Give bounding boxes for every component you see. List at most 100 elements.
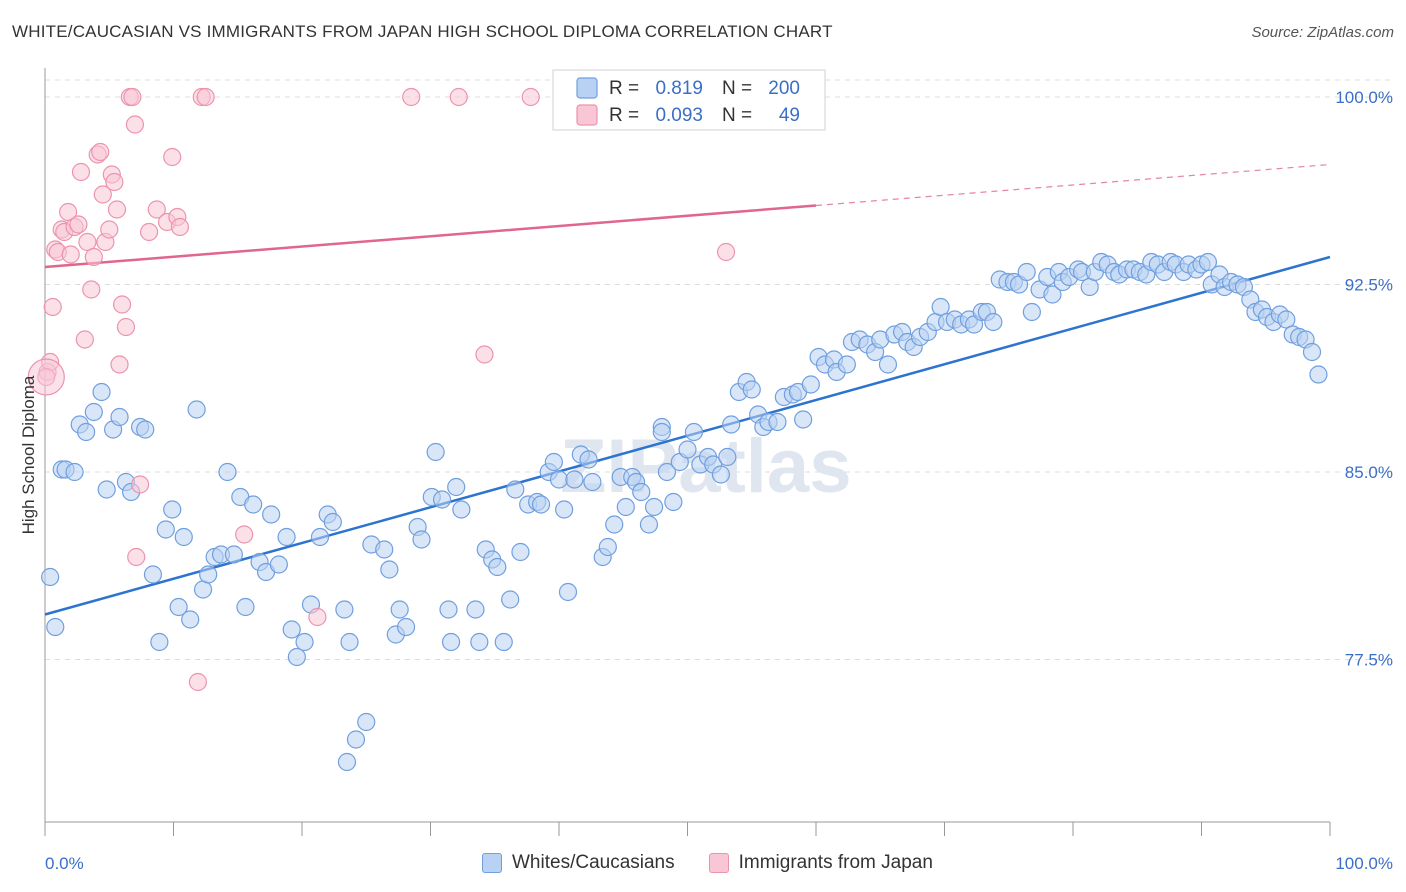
- point-whites: [390, 600, 409, 619]
- stats-r-value: 0.093: [655, 105, 703, 126]
- point-japan: [521, 87, 540, 107]
- point-whites: [262, 505, 281, 524]
- point-whites: [768, 412, 787, 432]
- point-whites: [470, 632, 489, 652]
- stats-r-label: R =: [609, 105, 639, 126]
- point-whites: [632, 482, 651, 502]
- y-tick-label: 92.5%: [1345, 276, 1393, 295]
- legend-item-japan: Immigrants from Japan: [708, 852, 933, 874]
- x-tick-label: 100.0%: [1335, 854, 1393, 873]
- point-whites: [295, 632, 314, 652]
- point-whites: [432, 490, 452, 509]
- stats-n-value: 200: [768, 78, 800, 99]
- point-whites: [639, 515, 659, 534]
- point-whites: [380, 560, 399, 579]
- point-whites: [269, 555, 288, 574]
- legend-item-whites: Whites/Caucasians: [482, 852, 675, 874]
- point-japan: [123, 87, 142, 107]
- point-whites: [337, 752, 357, 772]
- point-japan: [116, 317, 136, 337]
- point-whites: [1277, 310, 1296, 329]
- legend-swatch-japan: [708, 853, 729, 873]
- point-japan-large: [27, 358, 65, 396]
- point-whites: [412, 530, 431, 549]
- point-whites: [466, 600, 485, 619]
- point-whites: [199, 565, 218, 584]
- point-whites: [346, 730, 366, 749]
- point-whites: [1302, 342, 1322, 362]
- point-japan: [105, 172, 124, 192]
- point-whites: [277, 527, 296, 547]
- point-whites: [335, 600, 354, 619]
- point-whites: [156, 520, 175, 539]
- point-whites: [1309, 365, 1328, 384]
- point-whites: [92, 382, 111, 402]
- point-japan: [110, 355, 129, 374]
- stats-n-label: N =: [722, 78, 752, 99]
- point-whites: [65, 462, 84, 482]
- point-japan: [127, 547, 146, 567]
- point-whites: [187, 400, 206, 419]
- point-japan: [43, 297, 62, 317]
- point-whites: [136, 420, 155, 439]
- point-japan: [78, 232, 97, 252]
- point-japan: [139, 222, 159, 242]
- point-whites: [143, 565, 163, 584]
- point-japan: [235, 525, 254, 544]
- point-whites: [77, 422, 96, 442]
- point-japan: [61, 245, 80, 264]
- point-whites: [678, 440, 697, 459]
- point-whites: [878, 355, 898, 374]
- point-whites: [531, 495, 551, 514]
- point-whites: [549, 470, 569, 489]
- point-whites: [1198, 252, 1218, 272]
- point-whites: [41, 567, 60, 587]
- source-credit: Source: ZipAtlas.com: [1251, 24, 1394, 41]
- point-whites: [150, 632, 169, 652]
- stats-r-label: R =: [609, 78, 639, 99]
- point-japan: [69, 215, 88, 234]
- point-whites: [558, 582, 578, 602]
- point-whites: [501, 590, 520, 609]
- point-whites: [579, 450, 598, 469]
- stats-legend: R = 0.819 N = 200 R = 0.093 N = 49: [552, 69, 826, 131]
- point-whites: [544, 452, 563, 472]
- point-whites: [1022, 302, 1041, 322]
- point-whites: [244, 495, 263, 514]
- point-whites: [506, 480, 525, 499]
- point-whites: [684, 422, 704, 442]
- point-whites: [488, 557, 507, 577]
- point-whites: [84, 402, 103, 422]
- point-japan: [147, 200, 166, 219]
- point-whites: [287, 647, 306, 667]
- point-whites: [447, 477, 466, 497]
- point-whites: [511, 542, 530, 562]
- point-whites: [565, 470, 584, 489]
- point-whites: [644, 497, 664, 517]
- point-whites: [163, 500, 182, 519]
- point-whites: [931, 297, 950, 317]
- y-axis-label: High School Diploma: [19, 375, 38, 534]
- point-japan: [188, 672, 208, 692]
- legend-label-whites: Whites/Caucasians: [512, 852, 675, 873]
- point-whites: [375, 540, 394, 559]
- point-whites: [1017, 262, 1036, 282]
- point-whites: [794, 410, 813, 429]
- point-whites: [97, 480, 116, 499]
- point-whites: [837, 355, 856, 374]
- point-whites: [722, 415, 741, 434]
- point-whites: [742, 380, 761, 399]
- point-whites: [439, 600, 458, 619]
- point-whites: [494, 632, 513, 652]
- stats-legend-box: [552, 69, 826, 131]
- stats-n-label: N =: [722, 105, 752, 126]
- tick-labels: 77.5% 85.0% 92.5% 100.0% 0.0% 100.0%: [45, 88, 1393, 873]
- point-japan: [196, 87, 215, 107]
- series-legend: Whites/Caucasians Immigrants from Japan: [482, 852, 967, 874]
- point-whites: [110, 407, 129, 427]
- point-japan: [170, 217, 190, 237]
- point-whites: [718, 447, 737, 467]
- y-tick-label: 100.0%: [1335, 88, 1393, 107]
- point-whites: [452, 500, 471, 519]
